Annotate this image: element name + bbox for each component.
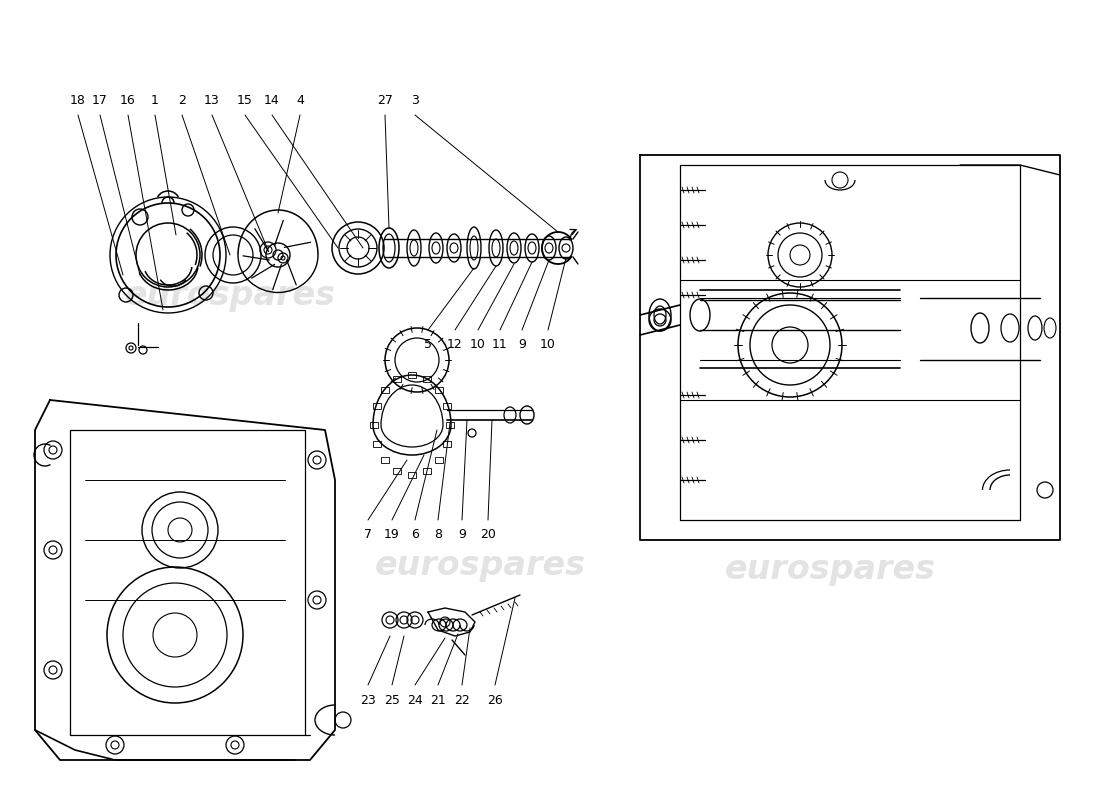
Text: eurospares: eurospares bbox=[725, 554, 935, 586]
Text: 21: 21 bbox=[430, 694, 446, 706]
Text: 24: 24 bbox=[407, 694, 422, 706]
Bar bbox=[434, 386, 443, 393]
Text: 2: 2 bbox=[178, 94, 186, 107]
Text: 18: 18 bbox=[70, 94, 86, 107]
Text: 14: 14 bbox=[264, 94, 279, 107]
Text: eurospares: eurospares bbox=[124, 278, 336, 311]
Text: 1: 1 bbox=[151, 94, 158, 107]
Bar bbox=[408, 472, 416, 478]
Bar bbox=[381, 386, 389, 393]
Text: 23: 23 bbox=[360, 694, 376, 706]
Text: 25: 25 bbox=[384, 694, 400, 706]
Text: 22: 22 bbox=[454, 694, 470, 706]
Bar bbox=[394, 468, 402, 474]
Text: 4: 4 bbox=[296, 94, 304, 107]
Text: 10: 10 bbox=[470, 338, 486, 350]
Bar bbox=[394, 376, 402, 382]
Text: 9: 9 bbox=[518, 338, 526, 350]
Bar bbox=[373, 403, 381, 409]
Bar bbox=[446, 422, 454, 428]
Text: 19: 19 bbox=[384, 529, 400, 542]
Bar bbox=[443, 403, 451, 409]
Text: 7: 7 bbox=[364, 529, 372, 542]
Bar bbox=[443, 441, 451, 447]
Text: 17: 17 bbox=[92, 94, 108, 107]
Bar bbox=[422, 376, 430, 382]
Bar bbox=[370, 422, 378, 428]
Text: 8: 8 bbox=[434, 529, 442, 542]
Text: 10: 10 bbox=[540, 338, 556, 350]
Text: 6: 6 bbox=[411, 529, 419, 542]
Text: 5: 5 bbox=[424, 338, 432, 350]
Text: eurospares: eurospares bbox=[374, 549, 585, 582]
Text: 13: 13 bbox=[205, 94, 220, 107]
Text: 27: 27 bbox=[377, 94, 393, 107]
Text: 20: 20 bbox=[480, 529, 496, 542]
Bar bbox=[373, 441, 381, 447]
Bar bbox=[408, 372, 416, 378]
Text: 11: 11 bbox=[492, 338, 508, 350]
Text: 3: 3 bbox=[411, 94, 419, 107]
Text: 16: 16 bbox=[120, 94, 136, 107]
Text: 26: 26 bbox=[487, 694, 503, 706]
Bar bbox=[381, 458, 389, 463]
Bar bbox=[422, 468, 430, 474]
Text: 15: 15 bbox=[238, 94, 253, 107]
Bar bbox=[434, 458, 443, 463]
Text: 9: 9 bbox=[458, 529, 466, 542]
Text: 12: 12 bbox=[447, 338, 463, 350]
